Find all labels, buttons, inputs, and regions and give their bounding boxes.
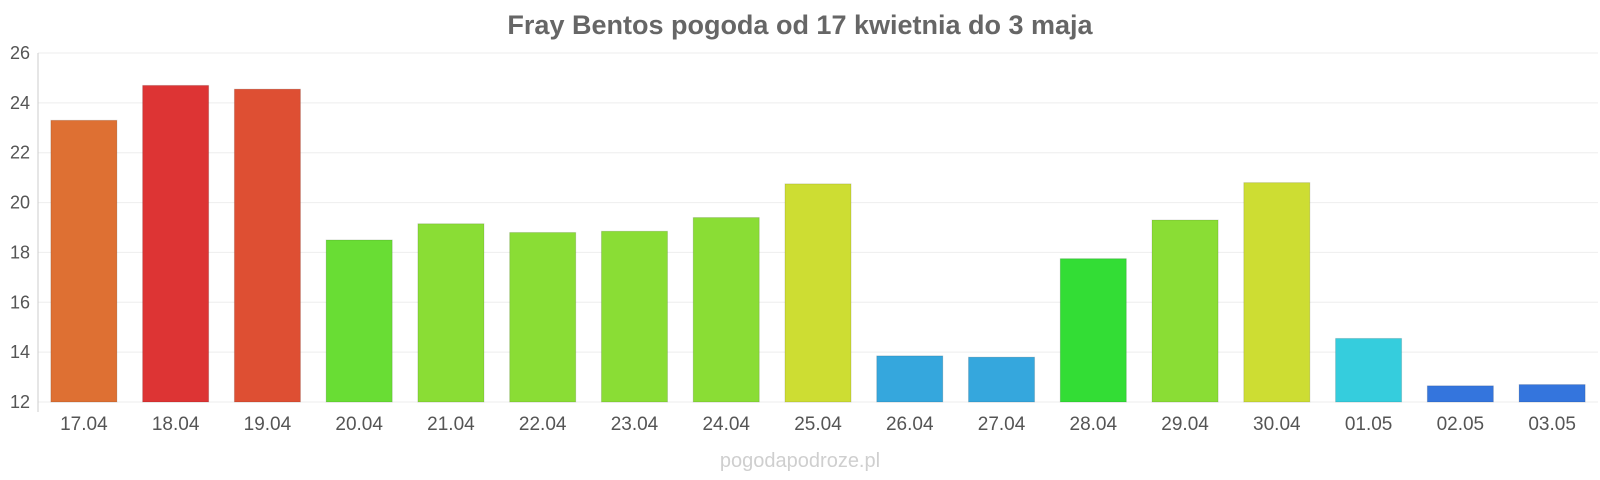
bar-17.04[interactable] — [50, 119, 118, 403]
x-tick-label: 02.05 — [1437, 414, 1485, 435]
x-tick-label: 18.04 — [152, 414, 200, 435]
x-tick-label: 27.04 — [978, 414, 1026, 435]
y-tick-label: 20 — [10, 193, 30, 213]
y-tick-label: 18 — [10, 242, 30, 262]
x-tick-label: 20.04 — [335, 414, 383, 435]
tick-labels: 12 14 16 18 20 22 24 26 17.04 18.04 19.04 20.04 21.0… — [10, 43, 1576, 435]
x-tick-label: 03.05 — [1528, 414, 1576, 435]
bar-27.04[interactable] — [967, 356, 1036, 403]
x-tick-label: 26.04 — [886, 414, 934, 435]
x-tick-label: 25.04 — [794, 414, 842, 435]
bar-22.04[interactable] — [509, 231, 577, 403]
x-tick-label: 22.04 — [519, 414, 567, 435]
bar-02.05[interactable] — [1426, 385, 1494, 403]
x-tick-label: 17.04 — [60, 414, 108, 435]
bar-01.05[interactable] — [1335, 337, 1403, 403]
bar-20.04[interactable] — [325, 239, 393, 403]
chart-title: Fray Bentos pogoda od 17 kwietnia do 3 m… — [507, 10, 1093, 40]
y-tick-label: 12 — [10, 392, 30, 412]
bar-24.04[interactable] — [692, 217, 760, 403]
bar-25.04[interactable] — [784, 183, 852, 403]
bar-23.04[interactable] — [600, 230, 669, 403]
x-tick-label: 19.04 — [244, 414, 292, 435]
x-tick-label: 21.04 — [427, 414, 475, 435]
x-tick-label: 24.04 — [702, 414, 750, 435]
bar-19.04[interactable] — [233, 88, 301, 403]
bar-21.04[interactable] — [417, 223, 485, 403]
y-tick-label: 24 — [10, 93, 30, 113]
y-tick-label: 22 — [10, 143, 30, 163]
y-tick-label: 26 — [10, 43, 30, 63]
bar-28.04[interactable] — [1059, 258, 1127, 403]
y-tick-label: 16 — [10, 292, 30, 312]
x-tick-label: 28.04 — [1070, 414, 1118, 435]
x-tick-label: 01.05 — [1345, 414, 1393, 435]
bar-18.04[interactable] — [142, 84, 210, 403]
bar-26.04[interactable] — [876, 355, 944, 403]
bars — [50, 84, 1586, 403]
bar-29.04[interactable] — [1151, 219, 1219, 403]
watermark: pogodapodroze.pl — [719, 450, 881, 472]
y-tick-label: 14 — [10, 342, 30, 362]
x-tick-label: 29.04 — [1161, 414, 1209, 435]
bar-30.04[interactable] — [1243, 182, 1311, 403]
x-tick-label: 23.04 — [611, 414, 659, 435]
bar-03.05[interactable] — [1518, 384, 1586, 403]
x-tick-label: 30.04 — [1253, 414, 1301, 435]
